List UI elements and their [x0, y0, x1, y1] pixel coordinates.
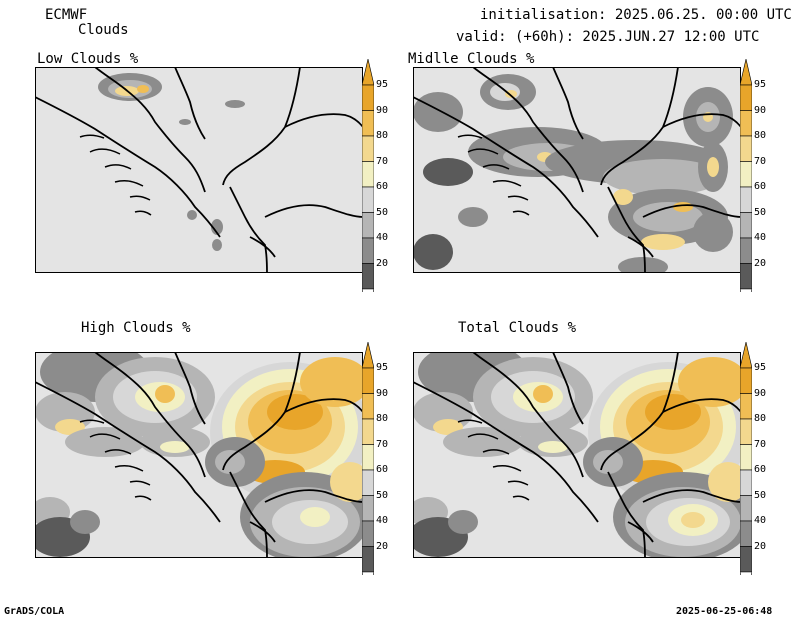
colorbar-tick-label: 40	[376, 232, 389, 243]
map-middle-clouds	[413, 67, 741, 273]
colorbar-middle: 95 90 80 70 60 50 40 20	[740, 59, 788, 292]
map-high-clouds	[35, 352, 363, 558]
map-low-clouds	[35, 67, 363, 273]
colorbar-tick-label: 20	[376, 540, 389, 552]
colorbar-tick-label: 90	[754, 387, 767, 399]
model-name: ECMWF	[45, 7, 88, 23]
colorbar-tick-label: 70	[754, 155, 767, 167]
colorbar-tick-label: 50	[376, 489, 389, 501]
colorbar-tick-label: 95	[754, 79, 767, 90]
panel-title-low: Low Clouds %	[37, 51, 139, 67]
colorbar-tick-label: 50	[754, 489, 767, 501]
colorbar-tick-label: 40	[376, 515, 389, 526]
footer-timestamp: 2025-06-25-06:48	[676, 606, 773, 617]
colorbar-high: 95 90 80 70 60 50 40 20	[362, 342, 410, 575]
valid-time: valid: (+60h): 2025.JUN.27 12:00 UTC	[456, 29, 760, 45]
colorbar-tick-label: 80	[376, 130, 389, 141]
footer-software: GrADS/COLA	[4, 606, 65, 617]
colorbar-tick-label: 40	[754, 232, 767, 243]
colorbar-tick-label: 80	[754, 413, 767, 424]
colorbar-tick-label: 60	[376, 181, 389, 192]
colorbar-tick-label: 60	[376, 464, 389, 475]
colorbar-tick-label: 70	[376, 438, 389, 450]
init-time: initialisation: 2025.06.25. 00:00 UTC	[480, 7, 792, 23]
colorbar-tick-label: 40	[754, 515, 767, 526]
colorbar-tick-label: 20	[754, 540, 767, 552]
colorbar-tick-label: 95	[376, 79, 389, 90]
colorbar-tick-label: 20	[376, 257, 389, 269]
panel-title-middle: Midlle Clouds %	[408, 51, 535, 67]
panel-title-high: High Clouds %	[81, 320, 191, 336]
colorbar-tick-label: 90	[376, 104, 389, 116]
colorbar-tick-label: 20	[754, 257, 767, 269]
product-name: Clouds	[78, 22, 129, 38]
colorbar-tick-label: 50	[376, 206, 389, 218]
panel-title-total: Total Clouds %	[458, 320, 577, 336]
colorbar-tick-label: 80	[376, 413, 389, 424]
map-total-clouds	[413, 352, 741, 558]
colorbar-tick-label: 80	[754, 130, 767, 141]
colorbar-tick-label: 70	[376, 155, 389, 167]
colorbar-tick-label: 70	[754, 438, 767, 450]
colorbar-tick-label: 90	[376, 387, 389, 399]
colorbar-tick-label: 95	[754, 362, 767, 373]
colorbar-tick-label: 95	[376, 362, 389, 373]
colorbar-tick-label: 60	[754, 464, 767, 475]
colorbar-tick-label: 90	[754, 104, 767, 116]
colorbar-low: 95 90 80 70 60 50 40 20	[362, 59, 410, 292]
colorbar-total: 95 90 80 70 60 50 40 20	[740, 342, 788, 575]
colorbar-tick-label: 60	[754, 181, 767, 192]
colorbar-tick-label: 50	[754, 206, 767, 218]
